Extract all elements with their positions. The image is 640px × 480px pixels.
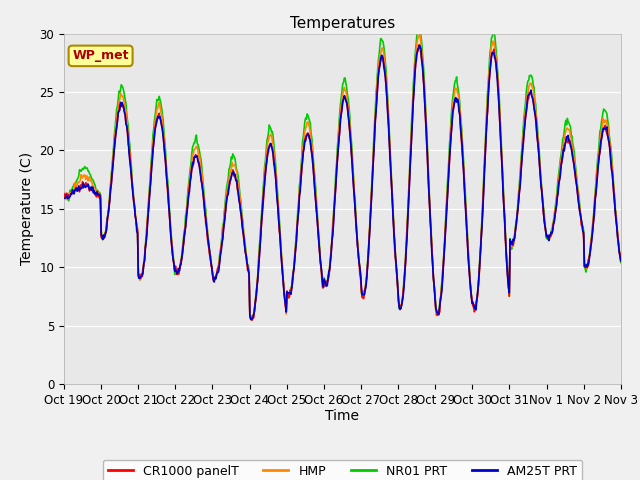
Title: Temperatures: Temperatures (290, 16, 395, 31)
Legend: CR1000 panelT, HMP, NR01 PRT, AM25T PRT: CR1000 panelT, HMP, NR01 PRT, AM25T PRT (102, 460, 582, 480)
Y-axis label: Temperature (C): Temperature (C) (20, 152, 34, 265)
X-axis label: Time: Time (325, 409, 360, 423)
Text: WP_met: WP_met (72, 49, 129, 62)
